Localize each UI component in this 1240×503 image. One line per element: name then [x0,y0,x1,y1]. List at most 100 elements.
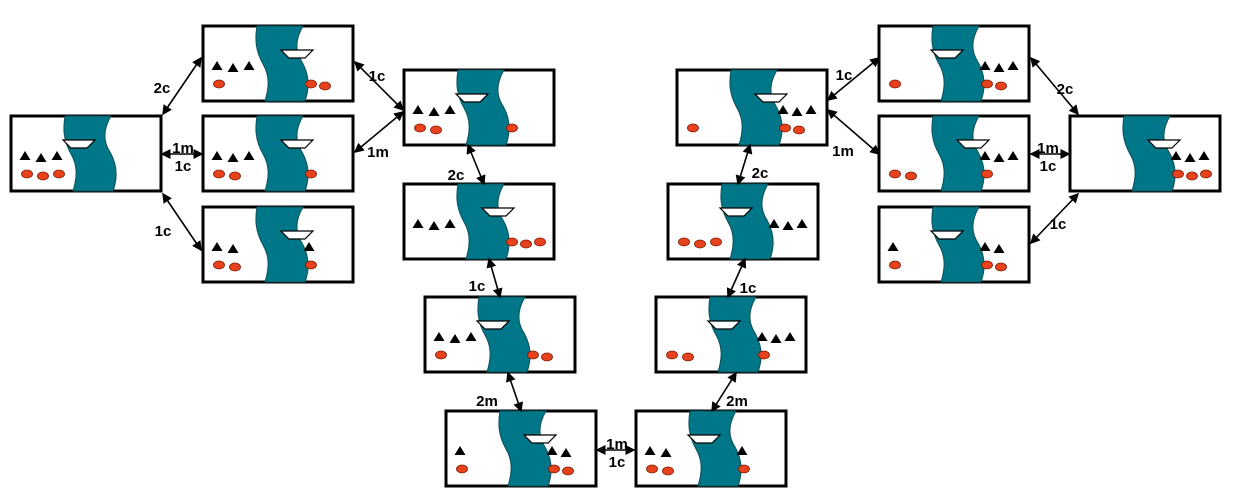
triangle-icon [412,219,424,228]
triangle-icon [993,63,1005,72]
oval-icon [710,237,722,247]
oval-icon [305,169,317,179]
oval-icon [694,239,706,249]
oval-icon [889,79,901,89]
oval-icon [889,169,901,179]
oval-icon [646,464,658,474]
river-icon [729,69,783,146]
triangle-icon [243,151,255,160]
triangle-icon [211,61,223,70]
oval-icon [456,464,468,474]
boat-icon [929,49,965,59]
triangle-icon [1170,151,1182,160]
transition-label: 1c [1050,216,1067,233]
boat-icon [686,434,722,444]
boat-icon [480,207,516,217]
transition-arrow [353,111,405,153]
oval-icon [682,352,694,362]
oval-icon [738,464,750,474]
oval-icon [1186,171,1198,181]
triangle-icon [993,153,1005,162]
triangle-icon [791,107,803,116]
oval-icon [534,237,546,247]
boat-icon [706,320,742,330]
transition-label: 1m [1037,140,1059,157]
triangle-icon [1007,151,1019,160]
transition-arrow [735,143,753,186]
oval-icon [21,169,33,179]
transition-arrow [711,371,737,413]
state-panel [654,295,808,374]
triangle-icon [784,332,796,341]
triangle-icon [756,332,768,341]
boat-icon [61,139,97,149]
triangle-icon [979,61,991,70]
triangle-icon [736,446,748,455]
oval-icon [662,466,674,476]
transition-label: 2m [726,393,748,410]
triangle-icon [1007,61,1019,70]
boat-icon [955,139,991,149]
oval-icon [414,123,426,133]
triangle-icon [887,242,899,251]
oval-icon [981,79,993,89]
transition-label: 2c [752,165,769,182]
oval-icon [430,125,442,135]
oval-icon [678,237,690,247]
triangle-icon [243,61,255,70]
transition-label: 1c [469,278,486,295]
triangle-icon [560,448,572,457]
oval-icon [506,123,518,133]
state-panel [675,68,829,147]
state-panel [201,205,355,284]
triangle-icon [777,105,789,114]
boat-icon [929,230,965,240]
triangle-icon [444,219,456,228]
oval-icon [1172,169,1184,179]
transition-arrow [826,109,881,155]
state-panel [666,182,820,261]
transition-label: 1m [172,140,194,157]
oval-icon [213,79,225,89]
triangle-icon [454,446,466,455]
triangle-icon [428,107,440,116]
triangle-icon [303,242,315,251]
triangle-icon [227,153,239,162]
oval-icon [687,123,699,133]
oval-icon [995,81,1007,91]
state-panel [201,24,355,103]
oval-icon [527,350,539,360]
transition-arrow [726,257,747,299]
transition-arrow [826,57,881,101]
triangle-icon [412,105,424,114]
oval-icon [213,169,225,179]
state-panel [444,409,598,488]
triangle-icon [465,332,477,341]
transition-label: 2c [1057,81,1074,98]
oval-icon [229,171,241,181]
oval-icon [548,464,560,474]
triangle-icon [644,446,656,455]
river-icon [931,115,985,192]
transition-arrow [1030,56,1079,116]
oval-icon [793,125,805,135]
triangle-icon [449,334,461,343]
transition-label: 2c [154,80,171,97]
oval-icon [520,239,532,249]
transition-arrow [466,143,486,186]
transition-label: 1c [369,68,386,85]
oval-icon [779,123,791,133]
triangle-icon [770,334,782,343]
boat-icon [475,320,511,330]
boat-icon [522,434,558,444]
triangle-icon [227,244,239,253]
triangle-icon [35,153,47,162]
boat-icon [1146,139,1182,149]
transition-label: 2c [448,167,465,184]
river-icon [255,206,309,283]
triangle-icon [211,151,223,160]
triangle-icon [796,219,808,228]
oval-icon [889,260,901,270]
triangle-icon [979,151,991,160]
